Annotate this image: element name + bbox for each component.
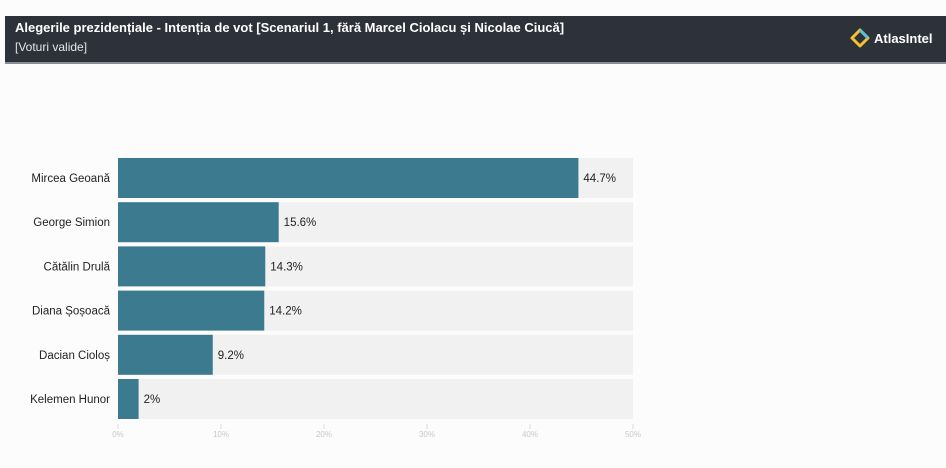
tick-label: 30%: [419, 430, 435, 439]
chart-header: Alegerile prezidențiale - Intenția de vo…: [5, 16, 946, 64]
value-label: 44.7%: [583, 173, 616, 185]
bar-track: [118, 379, 633, 419]
chart-subtitle: [Voturi valide]: [15, 40, 88, 54]
category-label: Mircea Geoană: [31, 173, 110, 185]
tick-label: 40%: [522, 430, 538, 439]
tick-label: 0%: [112, 430, 124, 439]
bar: [118, 290, 265, 331]
tick-label: 50%: [625, 430, 641, 439]
tick-label: 20%: [316, 430, 332, 439]
category-label: Dacian Cioloș: [39, 350, 110, 362]
bar: [118, 158, 579, 198]
bar: [118, 202, 279, 243]
bar: [118, 246, 266, 287]
category-label: Diana Șoșoacă: [32, 306, 111, 318]
value-label: 14.3%: [270, 261, 303, 273]
brand-logo: AtlasIntel: [850, 28, 933, 48]
atlasintel-logo-icon: [850, 28, 870, 48]
chart-title: Alegerile prezidențiale - Intenția de vo…: [15, 20, 565, 35]
value-label: 2%: [144, 394, 161, 406]
category-label: George Simion: [33, 217, 110, 229]
category-label: Kelemen Hunor: [30, 394, 110, 406]
category-label: Cătălin Drulă: [44, 261, 111, 273]
bar: [118, 334, 213, 375]
tick-label: 10%: [213, 430, 229, 439]
value-label: 15.6%: [284, 217, 317, 229]
value-label: 9.2%: [218, 350, 244, 362]
value-label: 14.2%: [269, 306, 302, 318]
brand-name: AtlasIntel: [874, 30, 933, 46]
bar: [118, 379, 139, 419]
